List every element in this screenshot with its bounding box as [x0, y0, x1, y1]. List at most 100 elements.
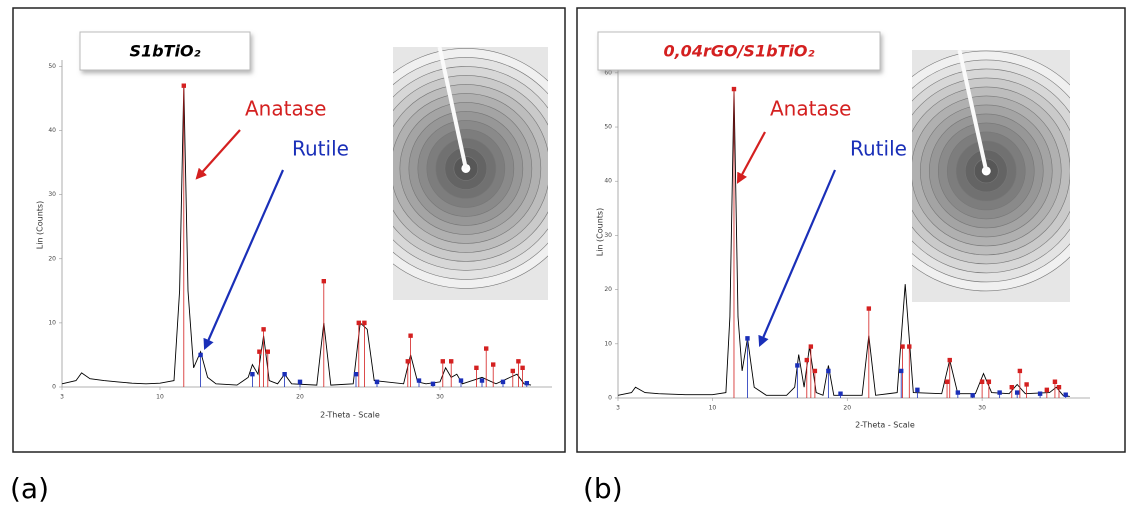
reference-peak — [986, 379, 992, 398]
annotation-arrow — [758, 169, 837, 348]
reference-peak — [282, 371, 287, 387]
y-tick-label: 10 — [604, 340, 612, 347]
reference-peak — [907, 344, 912, 398]
reference-peak — [947, 357, 952, 398]
reference-peak — [1014, 390, 1020, 398]
reference-peak — [261, 327, 266, 387]
reference-peak — [353, 371, 359, 387]
x-tick-label: 3 — [616, 405, 620, 412]
reference-peak — [745, 336, 750, 398]
reference-peak — [321, 279, 326, 387]
annotation: Rutile — [850, 137, 907, 161]
y-tick-label: 40 — [48, 127, 56, 134]
reference-peak — [374, 379, 380, 387]
y-axis-label: Lin (Counts) — [36, 201, 45, 249]
x-axis-label: 2-Theta - Scale — [855, 421, 915, 430]
reference-peak — [520, 365, 525, 387]
y-tick-label: 30 — [604, 232, 612, 239]
reference-peak — [516, 359, 521, 387]
y-tick-label: 10 — [48, 319, 56, 326]
reference-peak — [1044, 387, 1050, 398]
reference-peak — [899, 368, 904, 398]
reference-peak — [1056, 384, 1062, 398]
y-tick-label: 40 — [604, 178, 612, 185]
reference-peak — [812, 368, 818, 398]
x-axis-label: 2-Theta - Scale — [320, 411, 380, 420]
y-tick-label: 60 — [604, 69, 612, 76]
chart-title: S1bTiO₂ — [129, 42, 200, 61]
reference-peak — [1037, 391, 1043, 398]
y-tick-label: 50 — [604, 124, 612, 131]
panel-label: (b) — [583, 472, 623, 505]
reference-peak — [408, 333, 413, 387]
title-box — [79, 31, 251, 71]
reference-peak — [250, 371, 255, 387]
panel-label: (a) — [10, 472, 49, 505]
x-tick-label: 20 — [296, 394, 304, 401]
reference-peak — [484, 346, 489, 387]
reference-peak — [362, 320, 367, 387]
annotation: Anatase — [770, 97, 851, 121]
reference-peak — [915, 387, 920, 398]
reference-peak — [979, 379, 985, 398]
reference-peak — [731, 86, 737, 398]
reference-peak — [257, 349, 262, 387]
annotation-arrow — [195, 129, 241, 180]
annotation-arrow — [203, 169, 285, 351]
y-tick-label: 50 — [48, 63, 56, 70]
y-axis-label: Lin (Counts) — [596, 208, 605, 256]
reference-peak — [458, 378, 464, 387]
x-tick-label: 20 — [843, 405, 851, 412]
reference-peak — [997, 390, 1002, 398]
reference-peak — [405, 359, 410, 387]
annotation: Rutile — [292, 137, 349, 161]
reference-peak — [265, 349, 270, 387]
reference-peak — [1017, 368, 1023, 398]
y-tick-label: 20 — [48, 255, 56, 262]
reference-peak — [181, 83, 186, 387]
reference-peak — [356, 320, 361, 387]
reference-peak — [491, 362, 496, 387]
reference-peak — [500, 379, 506, 387]
annotation-arrow — [736, 131, 766, 184]
diffractogram — [61, 85, 532, 386]
reference-peak — [804, 357, 809, 398]
reference-peak — [474, 365, 479, 387]
annotation: Anatase — [245, 97, 326, 121]
x-tick-label: 10 — [156, 394, 164, 401]
chart-title: 0,04rGO/S1bTiO₂ — [663, 42, 814, 61]
y-tick-label: 20 — [604, 286, 612, 293]
x-tick-label: 30 — [436, 394, 444, 401]
reference-peak — [838, 391, 843, 398]
reference-peak — [1024, 382, 1029, 398]
reference-peak — [449, 359, 454, 387]
reference-peak — [955, 390, 961, 398]
beam-stop — [437, 46, 468, 169]
reference-peak — [416, 378, 422, 387]
reference-peak — [866, 306, 872, 398]
y-tick-label: 30 — [48, 191, 56, 198]
reference-peak — [440, 359, 445, 387]
reference-peak — [510, 368, 515, 387]
y-tick-label: 0 — [608, 395, 612, 402]
reference-peak — [524, 380, 529, 387]
x-tick-label: 10 — [709, 405, 717, 412]
title-box — [597, 31, 881, 71]
reference-peak — [944, 379, 950, 398]
reference-peak — [808, 344, 814, 398]
reference-peak — [198, 352, 203, 387]
reference-peak — [795, 363, 800, 398]
y-tick-label: 0 — [52, 384, 56, 391]
diffractogram — [617, 89, 1070, 397]
reference-peak — [970, 393, 975, 398]
reference-peak — [826, 368, 831, 398]
reference-peak — [1052, 379, 1058, 398]
reference-peak — [479, 378, 485, 387]
beam-stop — [957, 49, 989, 172]
x-tick-label: 30 — [978, 405, 986, 412]
reference-peak — [430, 381, 436, 387]
x-tick-label: 3 — [60, 394, 64, 401]
reference-peak — [1063, 392, 1068, 398]
reference-peak — [297, 379, 303, 387]
